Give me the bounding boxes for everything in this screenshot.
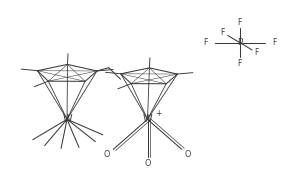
Text: +: + [156,109,162,118]
Text: F: F [238,18,242,27]
Text: F: F [255,48,259,57]
Text: F: F [272,38,276,47]
Text: W: W [62,114,72,124]
Text: W: W [143,114,152,124]
Text: F: F [204,38,208,47]
Text: P: P [237,38,243,47]
Text: O: O [144,159,151,168]
Text: O: O [185,150,191,159]
Text: O: O [104,150,110,159]
Text: F: F [238,59,242,68]
Text: F: F [221,28,225,37]
